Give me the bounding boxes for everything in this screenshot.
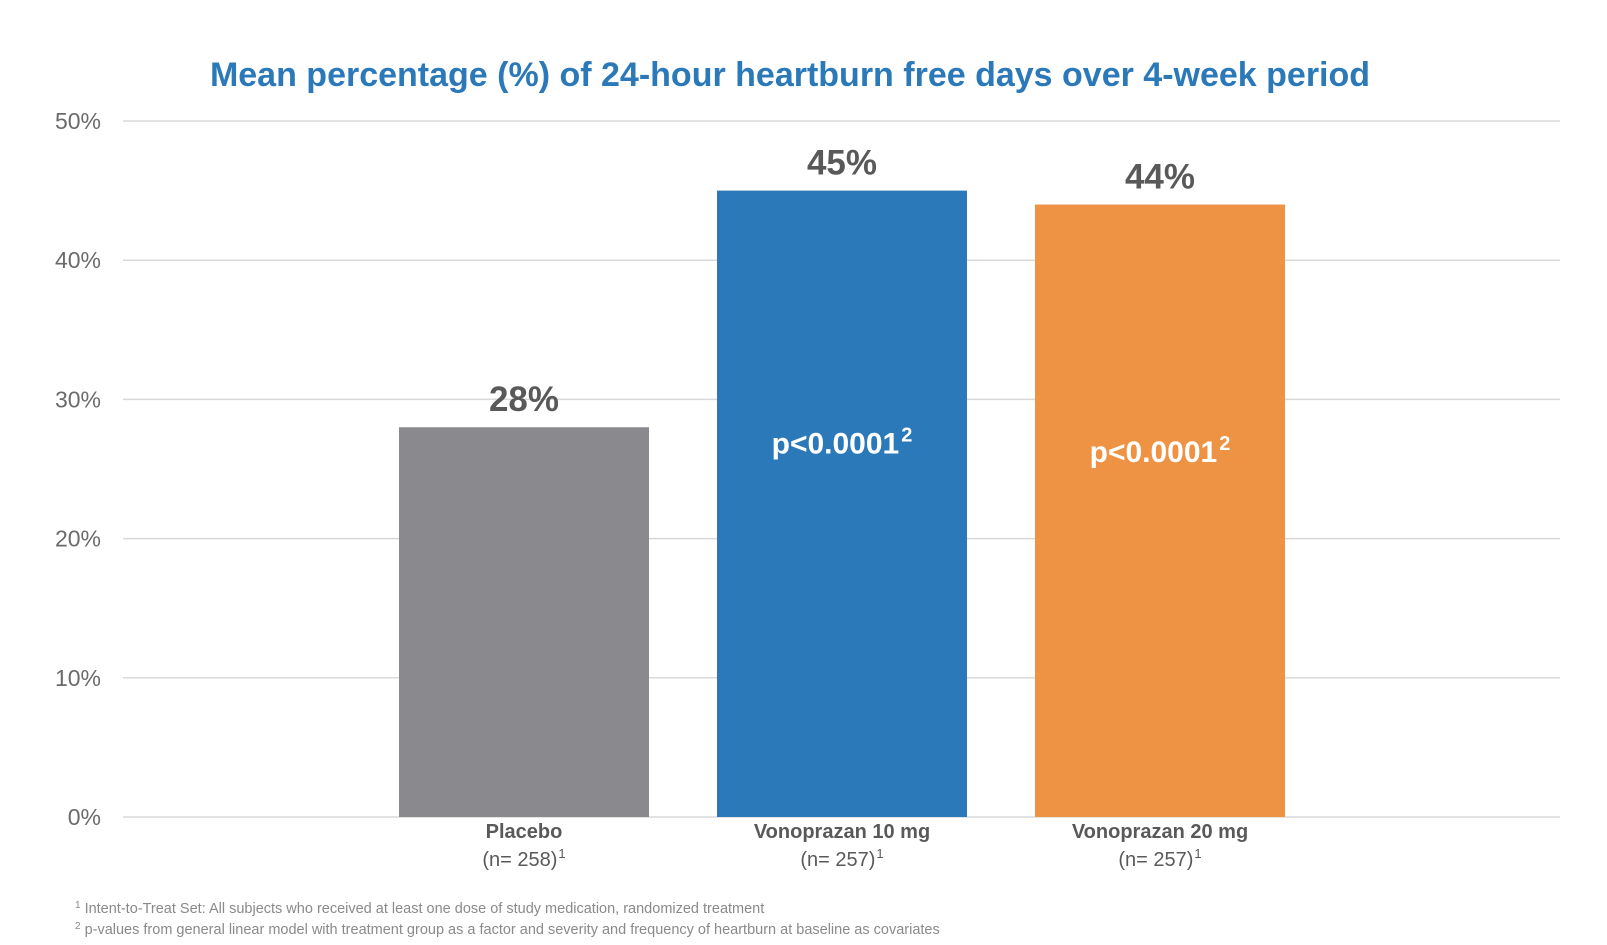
category-label: Placebo <box>486 821 563 843</box>
chart-title: Mean percentage (%) of 24-hour heartburn… <box>210 56 1370 94</box>
y-tick-label: 40% <box>55 247 101 273</box>
y-axis-ticks: 0% 10% 20% 30% 40% 50% <box>55 108 101 830</box>
bar <box>717 190 967 818</box>
category-n-label: (n= 257)1 <box>800 846 883 871</box>
p-value-label: p<0.0001 2 <box>772 425 913 461</box>
p-value-label: p<0.0001 2 <box>1090 433 1231 469</box>
footnote-2: 2 p-values from general linear model with… <box>75 921 940 938</box>
y-tick-label: 20% <box>55 526 101 552</box>
category-label: Vonoprazan 20 mg <box>1072 821 1248 843</box>
y-tick-label: 50% <box>55 108 101 134</box>
value-labels: 28% 45% p<0.0001 2 44% p<0.0001 2 <box>489 144 1230 469</box>
y-tick-label: 0% <box>68 804 101 830</box>
y-tick-label: 30% <box>55 386 101 412</box>
footnotes: 1 Intent-to-Treat Set: All subjects who r… <box>75 900 940 938</box>
data-label: 44% <box>1125 158 1195 197</box>
footnote-1-marker: 1 <box>75 900 81 911</box>
footnote-2-text: p-values from general linear model with … <box>85 922 940 938</box>
footnote-2-marker: 2 <box>75 921 81 932</box>
footnote-1-text: Intent-to-Treat Set: All subjects who re… <box>85 901 765 917</box>
bars <box>399 190 1285 818</box>
category-n-label: (n= 258)1 <box>482 846 565 871</box>
footnote-1: 1 Intent-to-Treat Set: All subjects who r… <box>75 900 764 917</box>
category-n-label: (n= 257)1 <box>1118 846 1201 871</box>
category-label: Vonoprazan 10 mg <box>754 821 930 843</box>
data-label: 45% <box>807 144 877 183</box>
bar <box>1035 204 1285 817</box>
y-tick-label: 10% <box>55 665 101 691</box>
bar <box>399 427 649 817</box>
category-labels: Placebo (n= 258)1 Vonoprazan 10 mg (n= 257)… <box>482 821 1248 871</box>
data-label: 28% <box>489 380 559 419</box>
